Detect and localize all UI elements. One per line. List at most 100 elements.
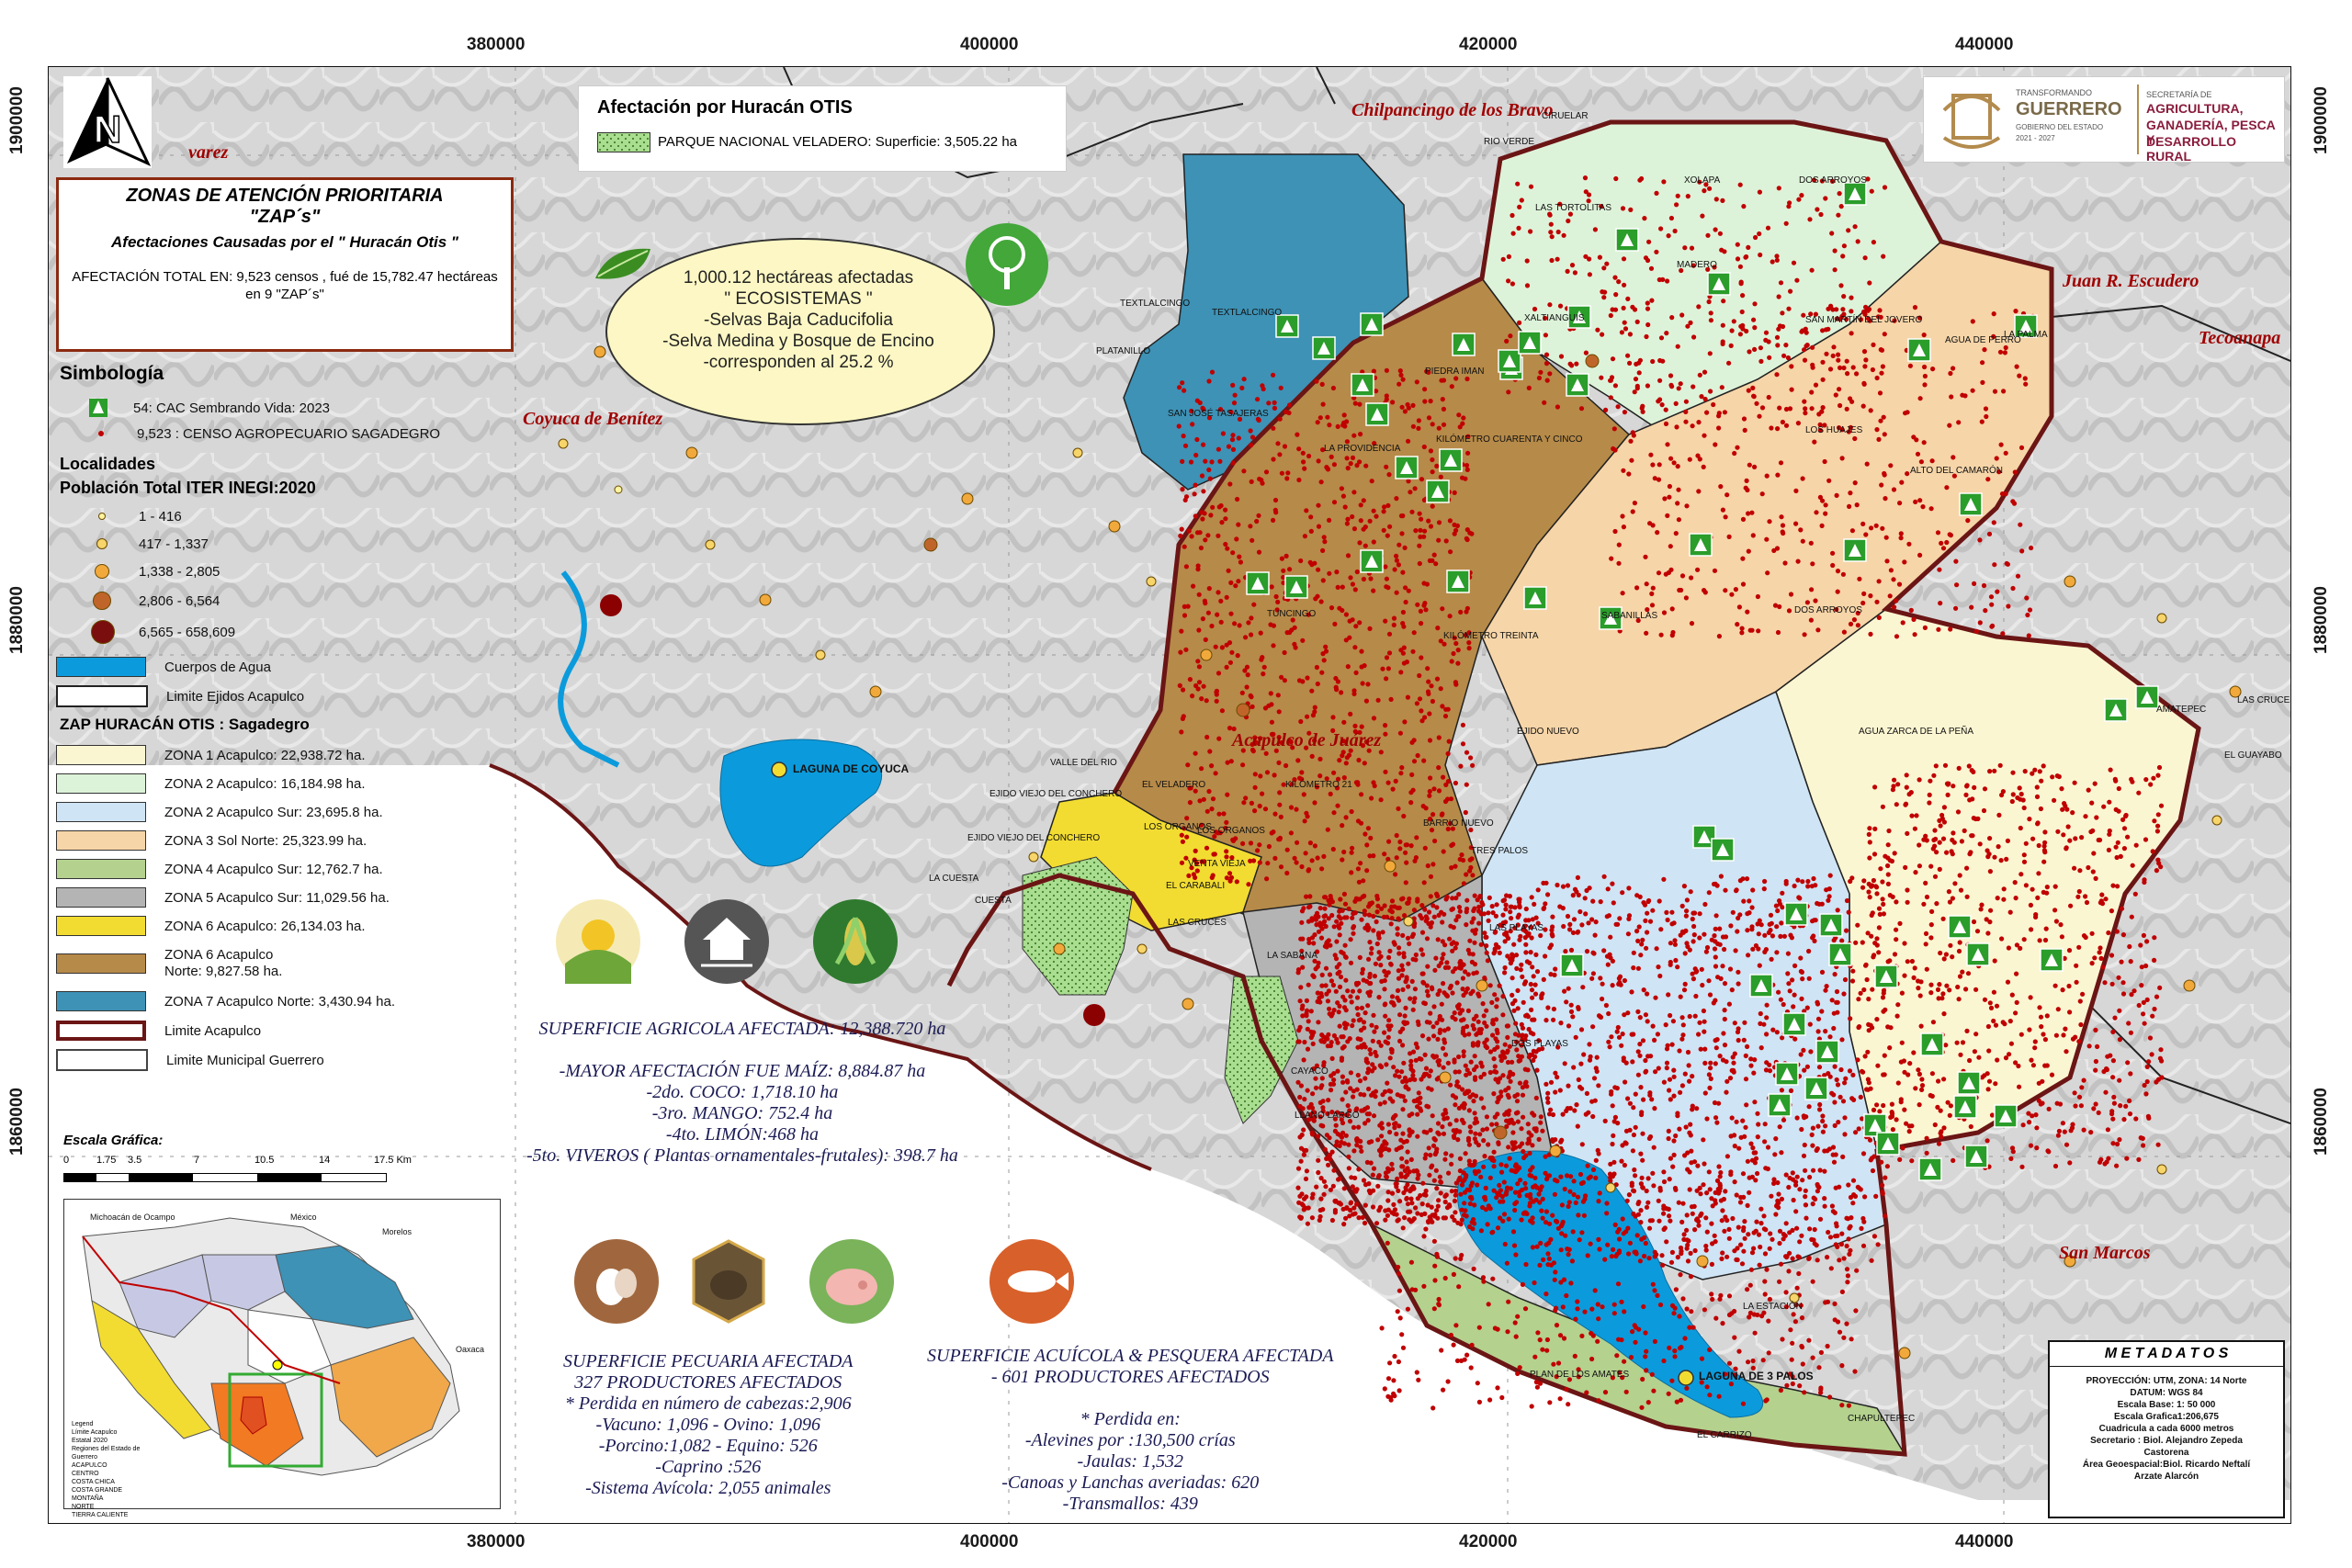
census-dot [1417,672,1422,679]
census-dot [1645,321,1651,328]
census-dot [1787,1230,1792,1235]
census-dot [2052,797,2057,803]
census-dot [1874,1102,1880,1108]
census-dot [1762,1122,1768,1127]
census-dot [1566,986,1571,991]
parque-veladero [1022,856,1134,996]
census-dot [1555,1225,1561,1231]
census-dot [1318,599,1324,604]
census-dot [1506,278,1511,284]
census-dot [1732,1021,1737,1026]
census-dot [1371,853,1376,859]
census-dot [1918,459,1924,465]
census-dot [1644,630,1649,636]
census-dot [1439,909,1444,915]
census-dot [1302,466,1307,471]
census-dot [1402,409,1408,414]
census-dot [2139,983,2144,988]
census-dot [1436,1198,1442,1203]
census-dot [1781,1001,1786,1008]
census-dot [1753,234,1758,241]
census-dot [1763,1067,1770,1073]
census-dot [1351,1148,1357,1154]
census-dot [1669,909,1675,915]
census-dot [1635,617,1641,624]
census-dot [1392,567,1397,572]
census-dot [1699,394,1704,400]
census-dot [1831,938,1837,943]
census-dot [1295,1185,1301,1190]
census-dot [2143,777,2149,783]
census-dot [1298,558,1304,564]
census-dot [1666,1135,1671,1142]
census-dot [1880,1190,1885,1195]
census-dot [1209,623,1215,629]
census-dot [1851,1192,1857,1198]
coast-limit [489,763,1152,1171]
census-dot [1330,728,1336,734]
census-dot [1417,511,1422,516]
census-dot [2006,945,2011,951]
census-dot [1342,1025,1348,1031]
census-dot [1434,1146,1440,1152]
census-dot [1709,1196,1714,1201]
census-dot [2119,906,2125,911]
census-dot [1319,983,1325,988]
census-dot [1201,683,1206,689]
census-dot [1201,796,1206,802]
census-dot [1648,452,1654,457]
census-dot [1269,719,1274,725]
census-dot [1374,909,1380,915]
census-dot [1944,485,1950,491]
census-dot [1908,790,1914,795]
census-dot [1257,803,1262,809]
census-dot [2021,937,2027,942]
census-dot [1396,806,1401,812]
census-dot [1350,617,1355,623]
census-dot [2012,880,2018,886]
census-dot [1954,582,1960,588]
census-dot [1713,1115,1719,1121]
census-dot [1275,693,1281,698]
census-dot [1206,788,1212,795]
census-dot [1706,1169,1712,1175]
census-dot [1199,473,1205,479]
census-dot [1419,916,1425,921]
census-dot [1819,409,1825,414]
census-dot [1370,1204,1376,1210]
census-dot [1906,1123,1912,1129]
census-dot [1775,426,1781,432]
census-dot [1690,971,1695,976]
census-dot [1252,735,1258,740]
census-dot [1637,177,1643,183]
map-canvas[interactable]: Chilpancingo de los Bravo Juan R. Escude… [48,66,2291,1524]
census-dot [1268,691,1273,696]
census-dot [1358,861,1363,866]
census-dot [1559,1137,1565,1143]
census-dot [1394,558,1399,563]
census-dot [2032,767,2038,773]
census-dot [1655,1032,1660,1037]
census-dot [1812,177,1817,183]
census-dot [1552,972,1557,977]
census-dot [1339,1134,1345,1140]
census-dot [1663,421,1669,426]
census-dot [1754,400,1759,406]
census-dot [1960,969,1965,975]
census-dot [2156,764,2163,771]
census-dot [1743,254,1748,260]
census-dot [2106,930,2111,936]
census-dot [1783,406,1790,412]
census-dot [1547,212,1553,218]
census-dot [1310,1041,1316,1046]
census-dot [1783,343,1789,348]
census-dot [1202,859,1207,864]
census-dot [1508,904,1513,909]
census-dot [1309,1130,1315,1135]
census-dot [1637,1015,1643,1021]
census-dot [1406,984,1411,989]
census-dot [1741,1248,1747,1254]
census-dot [1300,1003,1306,1009]
census-dot [1774,1203,1780,1209]
census-dot [1374,1221,1380,1226]
